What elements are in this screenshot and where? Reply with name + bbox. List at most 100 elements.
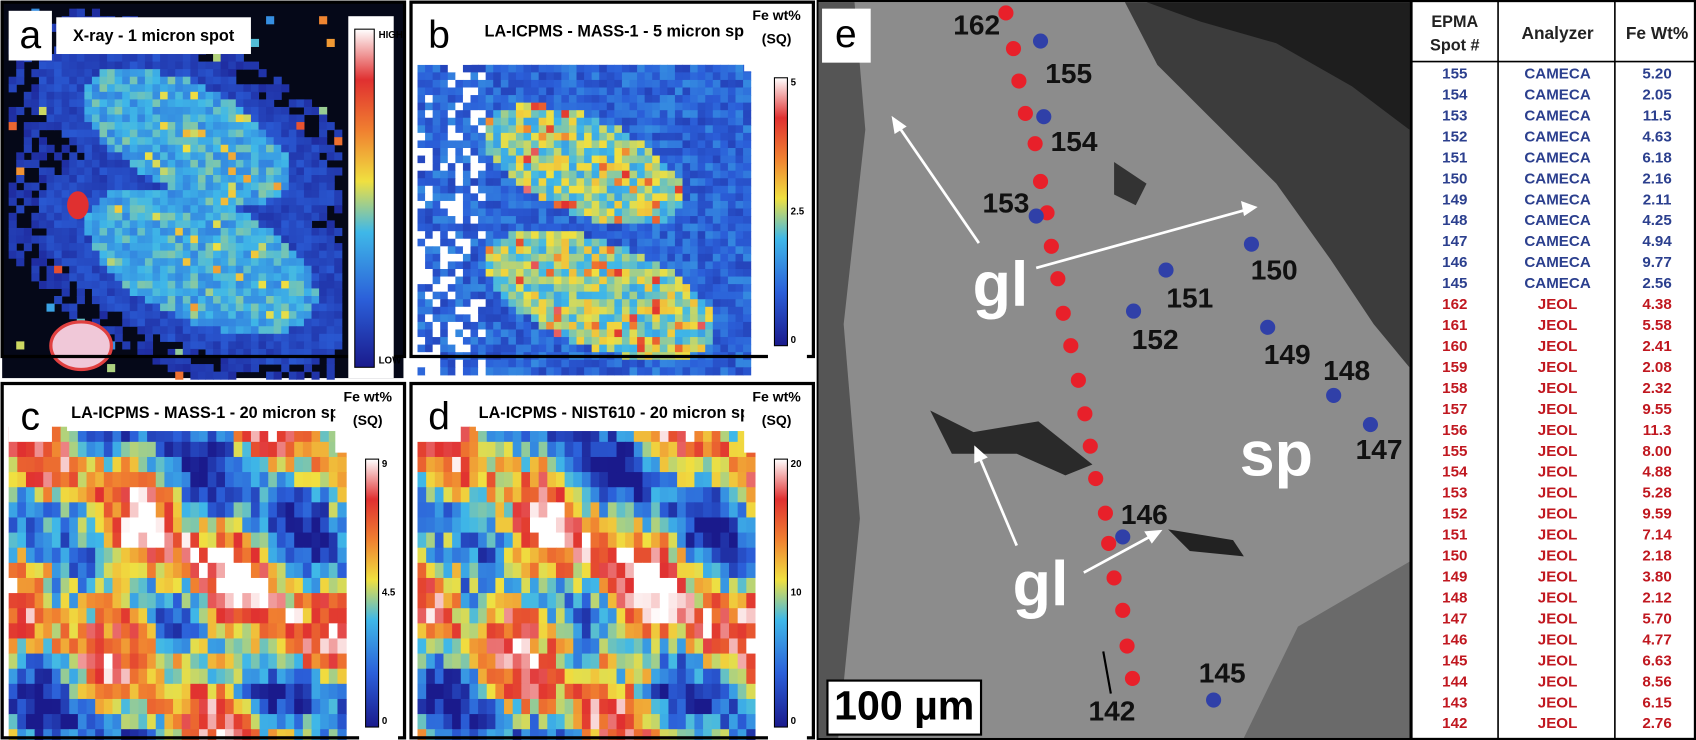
heat-cell bbox=[312, 266, 320, 274]
heat-cell bbox=[617, 623, 626, 639]
heat-cell bbox=[630, 239, 638, 247]
heat-cell bbox=[319, 304, 327, 312]
heat-cell bbox=[319, 273, 327, 281]
heat-cell bbox=[667, 360, 675, 368]
heat-cell bbox=[504, 563, 513, 579]
heat-cell bbox=[455, 193, 463, 201]
heat-cell bbox=[577, 148, 585, 156]
heat-cell bbox=[199, 654, 208, 670]
heat-cell bbox=[137, 69, 145, 77]
heat-cell bbox=[584, 95, 592, 103]
heat-cell bbox=[591, 684, 600, 700]
heat-cell bbox=[52, 472, 61, 488]
heat-cell bbox=[728, 140, 736, 148]
heat-cell bbox=[539, 654, 548, 670]
heat-cell bbox=[9, 107, 17, 115]
heat-cell bbox=[501, 261, 509, 269]
heat-cell bbox=[599, 654, 608, 670]
heat-cell bbox=[304, 319, 312, 327]
heat-cell bbox=[683, 216, 691, 224]
heat-cell bbox=[622, 148, 630, 156]
heat-cell bbox=[153, 251, 161, 259]
heat-cell bbox=[743, 345, 751, 353]
heat-cell bbox=[221, 77, 229, 85]
heat-cell bbox=[84, 107, 92, 115]
heat-cell bbox=[743, 261, 751, 269]
heat-cell bbox=[634, 699, 643, 715]
heat-cell bbox=[713, 345, 721, 353]
heat-cell bbox=[78, 457, 87, 473]
heat-cell bbox=[660, 669, 669, 685]
heat-cell bbox=[337, 502, 346, 518]
heat-cell bbox=[622, 322, 630, 330]
heat-cell bbox=[530, 638, 539, 654]
heat-cell bbox=[524, 65, 532, 73]
heat-cell bbox=[546, 178, 554, 186]
heat-cell bbox=[486, 140, 494, 148]
heat-cell bbox=[31, 258, 39, 266]
heat-cell bbox=[319, 183, 327, 191]
heat-cell bbox=[469, 684, 478, 700]
heat-cell bbox=[703, 502, 712, 518]
heat-cell bbox=[16, 69, 24, 77]
heat-cell bbox=[77, 160, 85, 168]
heat-cell bbox=[463, 178, 471, 186]
heat-cell bbox=[319, 311, 327, 319]
heat-cell bbox=[47, 107, 55, 115]
heat-cell bbox=[705, 80, 713, 88]
heat-cell bbox=[607, 239, 615, 247]
heat-cell bbox=[448, 156, 456, 164]
heat-cell bbox=[95, 654, 104, 670]
heat-cell bbox=[493, 261, 501, 269]
heat-cell bbox=[531, 65, 539, 73]
heat-cell bbox=[182, 714, 191, 730]
heat-cell bbox=[31, 122, 39, 130]
heat-cell bbox=[69, 99, 77, 107]
heat-cell bbox=[337, 457, 346, 473]
heat-cell bbox=[418, 246, 426, 254]
heat-cell bbox=[508, 269, 516, 277]
heat-cell bbox=[698, 140, 706, 148]
heat-cell bbox=[107, 190, 115, 198]
heat-cell bbox=[493, 163, 501, 171]
heat-cell bbox=[705, 193, 713, 201]
heat-cell bbox=[16, 152, 24, 160]
heat-cell bbox=[198, 115, 206, 123]
heat-cell bbox=[92, 77, 100, 85]
heat-cell bbox=[683, 314, 691, 322]
heat-cell bbox=[115, 84, 123, 92]
heat-cell bbox=[69, 487, 78, 503]
heat-cell bbox=[121, 442, 130, 458]
heat-cell bbox=[9, 236, 17, 244]
heat-cell bbox=[521, 563, 530, 579]
heat-cell bbox=[743, 337, 751, 345]
heat-cell bbox=[504, 608, 513, 624]
heat-cell bbox=[289, 115, 297, 123]
heat-cell bbox=[198, 341, 206, 349]
heat-cell bbox=[746, 457, 755, 473]
heat-cell bbox=[35, 563, 44, 579]
heat-cell bbox=[221, 213, 229, 221]
heat-cell bbox=[668, 699, 677, 715]
heat-cell bbox=[651, 654, 660, 670]
heat-cell bbox=[720, 299, 728, 307]
heat-cell bbox=[652, 239, 660, 247]
heat-cell bbox=[43, 533, 52, 549]
heat-cell bbox=[487, 638, 496, 654]
heat-cell bbox=[569, 314, 577, 322]
heat-cell bbox=[683, 299, 691, 307]
heat-cell bbox=[452, 563, 461, 579]
heat-cell bbox=[736, 133, 744, 141]
heat-cell bbox=[683, 269, 691, 277]
heat-cell bbox=[425, 65, 433, 73]
heat-cell bbox=[243, 236, 251, 244]
heat-cell bbox=[39, 236, 47, 244]
heat-cell bbox=[334, 167, 342, 175]
heat-cell bbox=[433, 80, 441, 88]
heat-cell bbox=[69, 548, 78, 564]
heat-cell bbox=[156, 533, 165, 549]
heat-cell bbox=[69, 457, 78, 473]
heat-cell bbox=[630, 360, 638, 368]
heat-cell bbox=[296, 304, 304, 312]
heat-cell bbox=[418, 337, 426, 345]
